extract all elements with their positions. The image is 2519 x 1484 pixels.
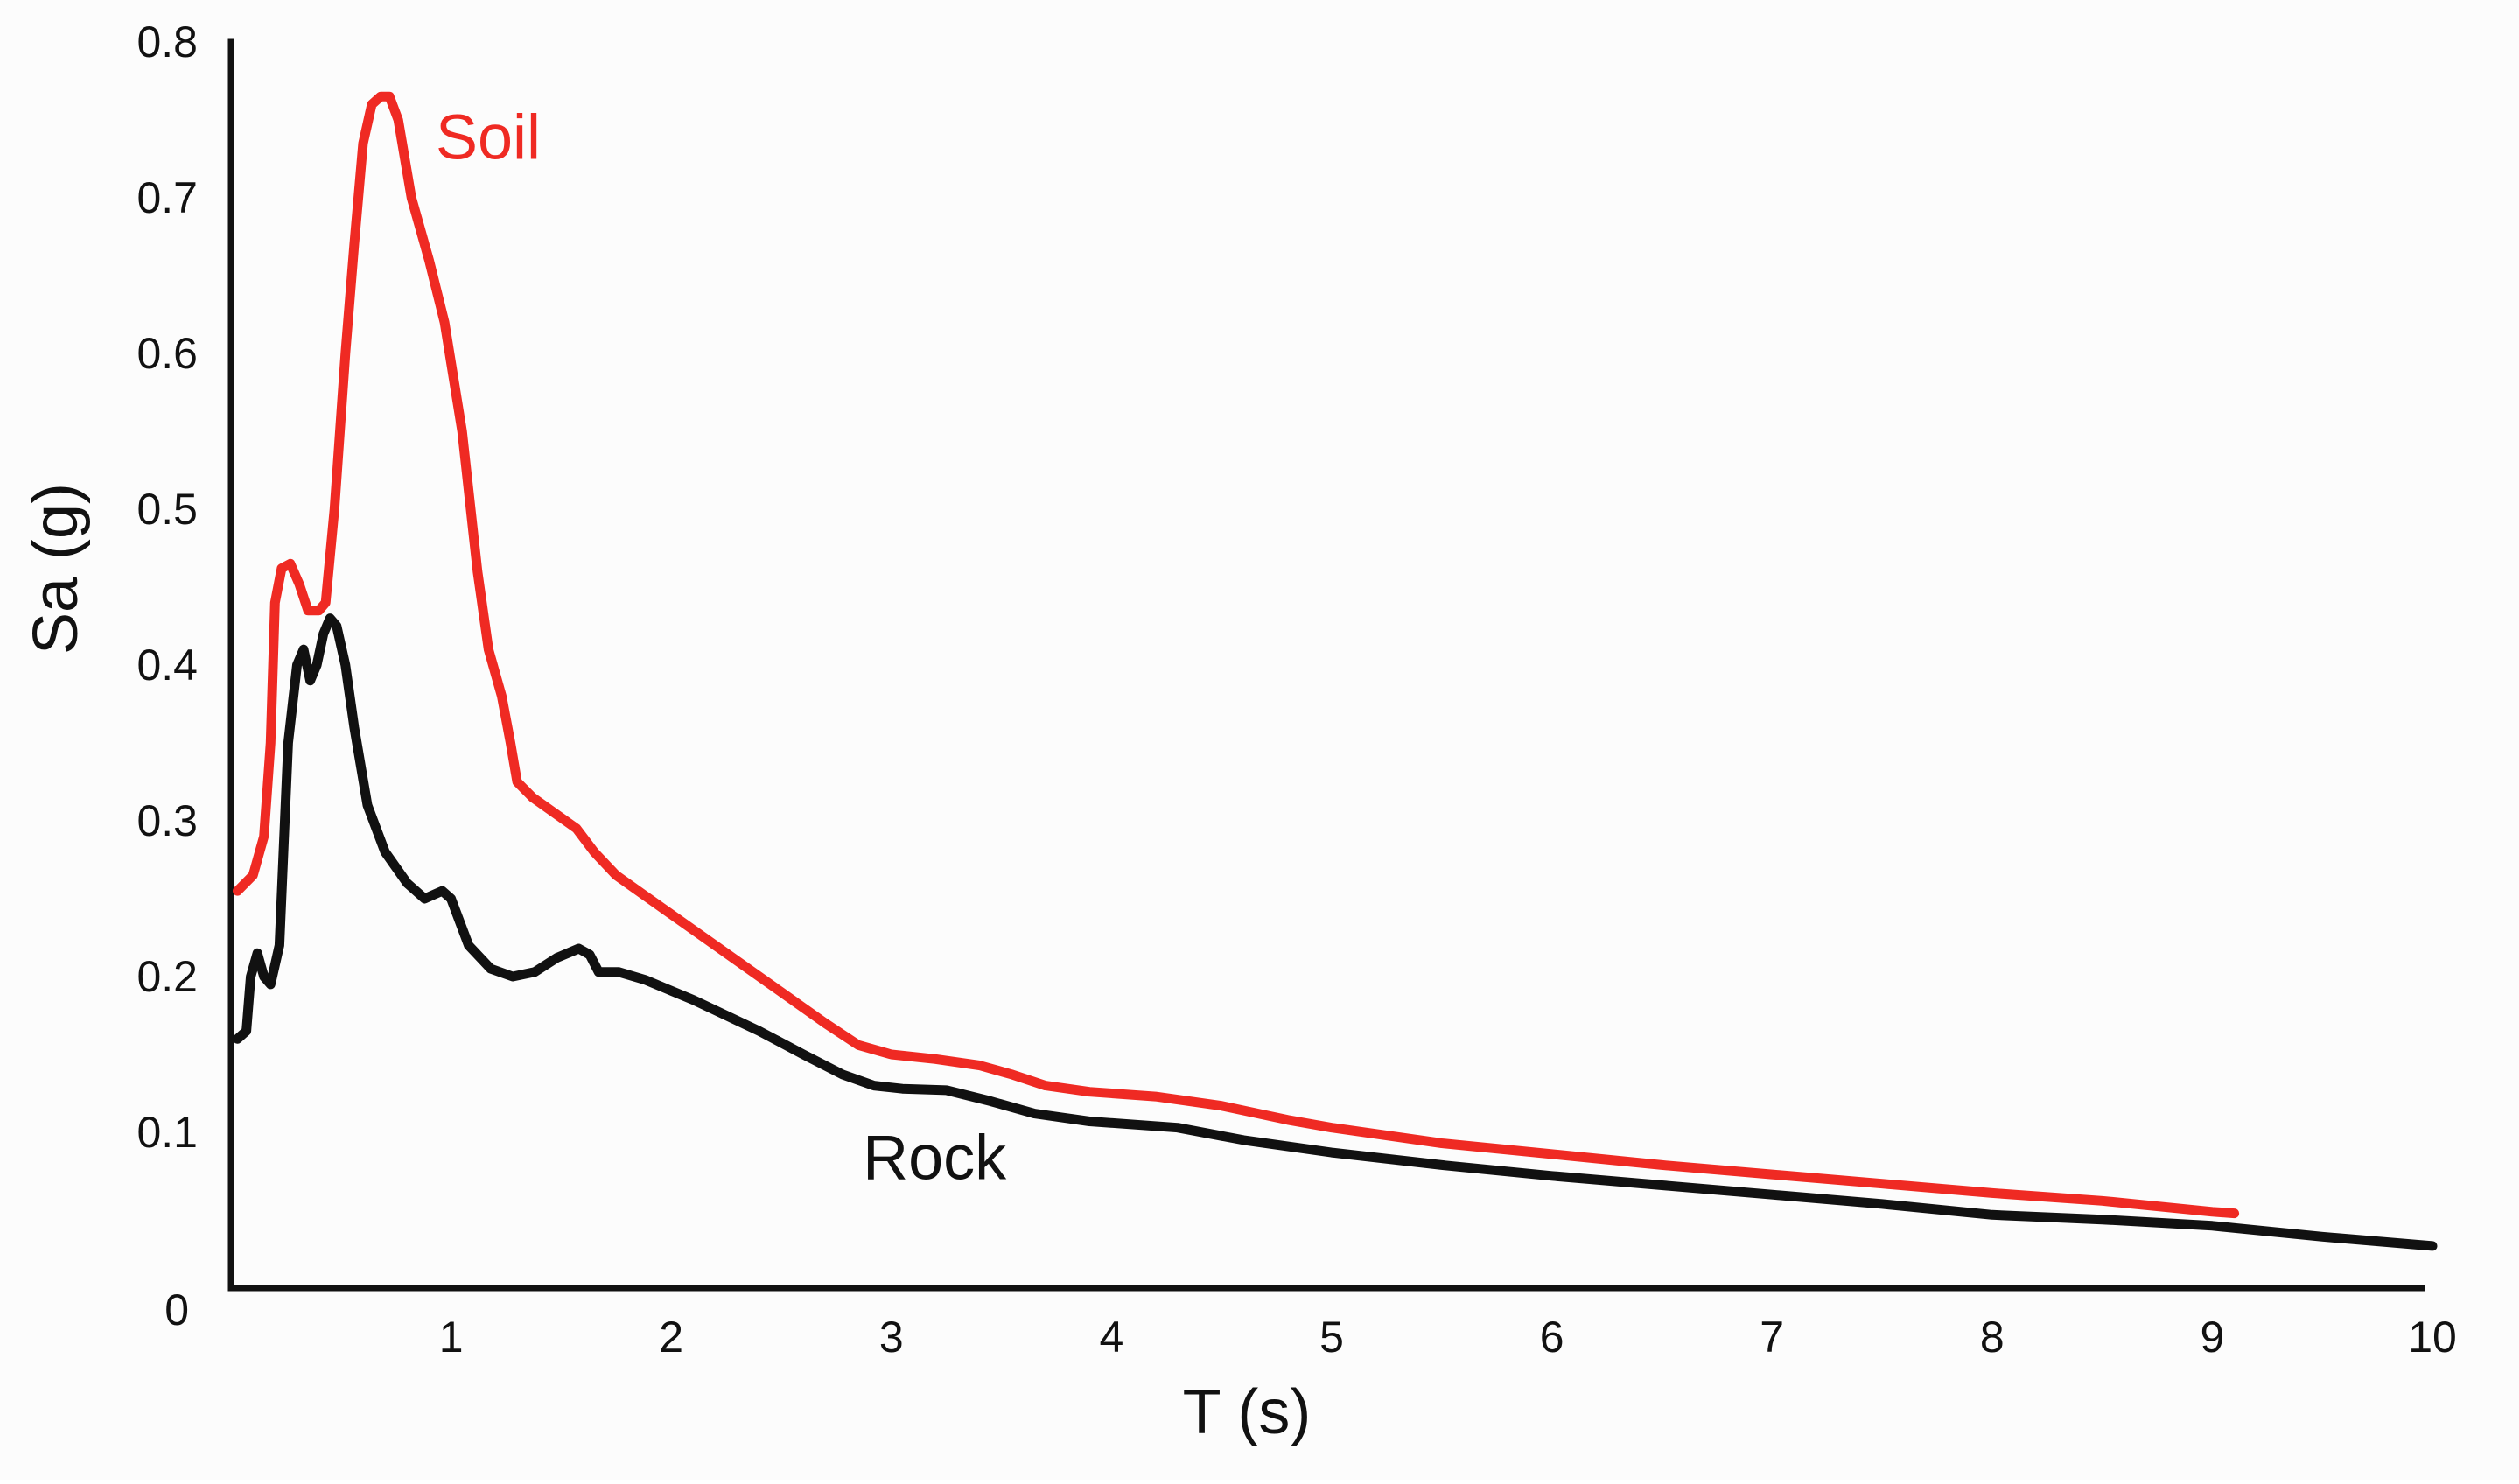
y-tick-label: 0.8 <box>136 18 198 66</box>
axes <box>227 38 2425 1292</box>
soil-series-label: Soil <box>436 103 541 173</box>
x-tick-label: 6 <box>1540 1312 1564 1362</box>
x-tick-label: 9 <box>2200 1312 2224 1362</box>
x-tick-label: 1 <box>439 1312 464 1362</box>
y-tick-label: 0.1 <box>136 1108 198 1157</box>
y-tick-label: 0.5 <box>136 485 198 534</box>
soil-series-line <box>233 91 2240 1219</box>
y-tick-label: 0.3 <box>136 796 198 845</box>
y-tick-label: 0.7 <box>136 173 198 222</box>
rock-series-line <box>233 613 2438 1251</box>
x-tick-label: 3 <box>879 1312 904 1362</box>
series-lines <box>233 91 2438 1251</box>
y-axis-title: Sa (g) <box>21 483 91 654</box>
y-tick-label: 0 <box>164 1285 189 1334</box>
x-tick-label: 5 <box>1319 1312 1344 1362</box>
tick-labels: 1 2 3 4 5 6 7 8 9 10 0 0.1 0.2 0.3 0.4 0.5 0.6 0.7 0.8 <box>136 18 2456 1362</box>
x-axis-title: T (s) <box>1183 1377 1312 1447</box>
y-tick-label: 0.2 <box>136 952 198 1001</box>
x-tick-label: 8 <box>1980 1312 2005 1362</box>
y-tick-label: 0.4 <box>136 640 198 690</box>
x-tick-label: 4 <box>1099 1312 1123 1362</box>
x-tick-label: 10 <box>2408 1312 2457 1362</box>
y-tick-label: 0.6 <box>136 329 198 378</box>
x-tick-label: 7 <box>1760 1312 1784 1362</box>
x-tick-label: 2 <box>659 1312 683 1362</box>
rock-series-label: Rock <box>863 1123 1007 1193</box>
